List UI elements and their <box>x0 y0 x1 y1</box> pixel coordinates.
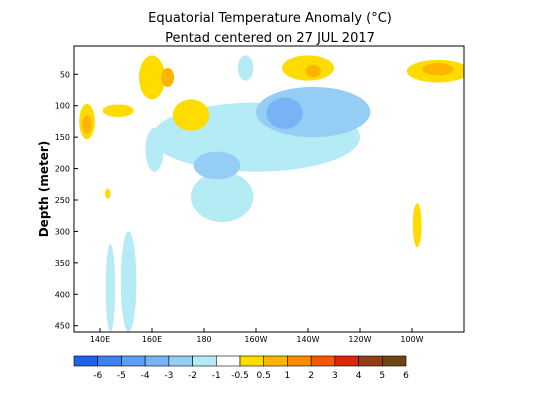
colorbar-swatch <box>144 355 170 367</box>
colorbar-swatch <box>192 355 217 367</box>
y-tick-label: 450 <box>55 322 70 331</box>
colorbar-swatch <box>334 355 359 367</box>
plot-frame <box>73 45 465 333</box>
anomaly-region-16 <box>105 188 111 199</box>
colorbar-label: -3 <box>164 371 173 381</box>
colorbar-label: -2 <box>188 371 197 381</box>
anomaly-region-10 <box>102 104 134 118</box>
anomaly-region-0 <box>105 244 116 332</box>
colorbar-label: -5 <box>117 371 126 381</box>
y-tick-label: 150 <box>55 133 70 142</box>
colorbar-label: 3 <box>332 371 338 381</box>
x-tick-label: 140E <box>90 335 110 344</box>
anomaly-region-15 <box>412 203 422 248</box>
colorbar-label: -4 <box>141 371 150 381</box>
anomaly-region-19 <box>305 64 322 78</box>
colorbar-swatch <box>381 355 407 367</box>
y-tick-label: 100 <box>55 102 70 111</box>
chart-subtitle: Pentad centered on 27 JUL 2017 <box>165 31 375 46</box>
anomaly-region-17 <box>82 115 92 134</box>
chart-title: Equatorial Temperature Anomaly (°C) <box>148 11 392 26</box>
colorbar-label: 0.5 <box>257 371 271 381</box>
anomaly-field <box>79 55 464 332</box>
colorbar-label: 1 <box>285 371 291 381</box>
y-tick-label: 300 <box>55 227 70 236</box>
anomaly-region-18 <box>161 68 175 87</box>
x-tick-label: 180 <box>196 335 211 344</box>
y-tick-label: 200 <box>55 165 70 174</box>
y-tick-label: 50 <box>60 70 70 79</box>
colorbar-label: 2 <box>308 371 314 381</box>
colorbar-label: -0.5 <box>231 371 249 381</box>
x-tick-label: 160W <box>244 335 267 344</box>
colorbar-label: -1 <box>212 371 221 381</box>
anomaly-region-11 <box>139 55 165 100</box>
colorbar-swatch <box>97 355 122 367</box>
colorbar-swatch <box>168 355 193 367</box>
colorbar-label: -6 <box>93 371 102 381</box>
colorbar-swatch <box>121 355 146 367</box>
colorbar-swatch <box>239 355 265 367</box>
x-axis: 140E 160E 180 160W 140W 120W 100W <box>90 328 424 344</box>
colorbar-swatch <box>263 355 288 367</box>
y-tick-label: 400 <box>55 290 70 299</box>
anomaly-region-8 <box>266 97 303 129</box>
colorbar-swatch <box>310 355 336 367</box>
anomaly-region-7 <box>193 151 241 180</box>
anomaly-region-12 <box>172 99 210 131</box>
colorbar-swatch <box>287 355 312 367</box>
y-axis: 50 100 150 200 250 300 350 400 450 <box>55 70 78 331</box>
colorbar-swatch <box>73 355 99 367</box>
colorbar: -6 -5 -4 -3 -2 -1 -0.5 0.5 1 2 3 4 5 6 <box>73 355 409 381</box>
colorbar-label: 4 <box>356 371 362 381</box>
colorbar-label: 5 <box>379 371 385 381</box>
anomaly-region-1 <box>120 231 137 332</box>
x-tick-label: 100W <box>400 335 423 344</box>
x-tick-label: 120W <box>348 335 371 344</box>
colorbar-swatch <box>215 355 241 367</box>
colorbar-label: 6 <box>403 371 409 381</box>
y-tick-label: 250 <box>55 196 70 205</box>
anomaly-region-20 <box>422 62 454 76</box>
anomaly-region-5 <box>237 55 254 81</box>
y-tick-label: 350 <box>55 259 70 268</box>
y-axis-label: Depth (meter) <box>37 141 51 238</box>
anomaly-region-4 <box>191 171 254 222</box>
x-tick-label: 140W <box>296 335 319 344</box>
colorbar-swatch <box>358 355 383 367</box>
x-tick-label: 160E <box>142 335 162 344</box>
